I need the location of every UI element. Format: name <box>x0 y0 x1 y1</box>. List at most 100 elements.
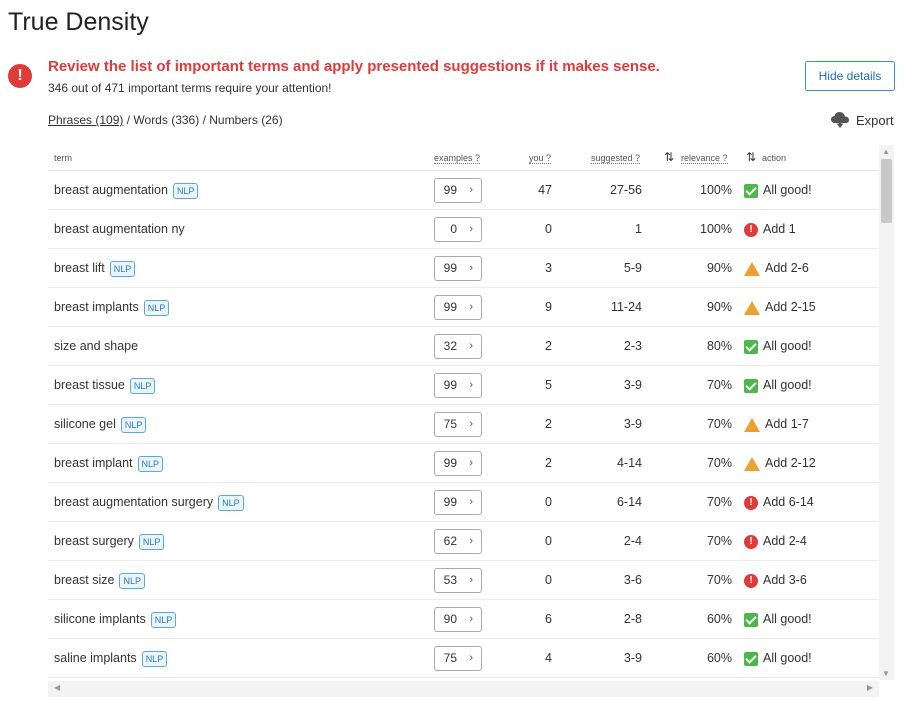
check-icon <box>744 378 758 393</box>
suggested-range: 5-9 <box>623 261 642 275</box>
sort-icon[interactable]: ⇅ <box>664 150 675 164</box>
nlp-badge: NLP <box>172 182 199 199</box>
term-text: breast augmentation surgery <box>54 495 214 509</box>
chevron-right-icon: › <box>469 457 473 469</box>
term-text: breast tissue <box>54 378 125 392</box>
nlp-badge: NLP <box>138 533 165 550</box>
term-cell: breast implant NLP <box>54 444 164 483</box>
examples-button[interactable]: 32 › <box>434 334 482 359</box>
term-type-tabs: Phrases (109) / Words (336) / Numbers (2… <box>48 113 283 127</box>
column-relevance[interactable]: relevance ? <box>681 153 728 164</box>
action-text: All good! <box>763 378 812 392</box>
table-row: silicone implants NLP 90 › 6 2-8 60% All good! <box>48 600 879 639</box>
column-you[interactable]: you ? <box>529 153 552 164</box>
chevron-right-icon: › <box>469 496 473 508</box>
examples-count: 75 <box>443 651 457 665</box>
examples-button[interactable]: 62 › <box>434 529 482 554</box>
relevance-value: 90% <box>706 300 732 314</box>
warning-icon <box>744 456 760 499</box>
you-count: 9 <box>545 300 552 314</box>
you-count: 0 <box>545 222 552 236</box>
relevance-value: 70% <box>706 573 732 587</box>
suggested-range: 2-3 <box>623 339 642 353</box>
check-icon <box>744 612 758 627</box>
column-examples[interactable]: examples ? <box>434 153 481 164</box>
term-cell: breast augmentation surgery NLP <box>54 483 244 522</box>
column-suggested[interactable]: suggested ? <box>591 153 641 164</box>
sort-icon[interactable]: ⇅ <box>746 150 757 164</box>
examples-button[interactable]: 90 › <box>434 607 482 632</box>
nlp-badge: NLP <box>119 572 145 589</box>
action-text: Add 2-4 <box>763 534 807 548</box>
scroll-right-icon[interactable]: ▶ <box>866 683 873 692</box>
examples-button[interactable]: 99 › <box>434 256 482 281</box>
scroll-up-icon[interactable]: ▲ <box>882 147 890 156</box>
tab-words[interactable]: Words (336) <box>133 113 200 127</box>
vertical-scrollbar[interactable]: ▲ ▼ <box>879 145 894 680</box>
relevance-value: 100% <box>700 183 732 197</box>
term-cell: saline implants NLP <box>54 639 168 678</box>
action-cell: All good! <box>744 171 812 210</box>
examples-count: 75 <box>443 417 457 431</box>
warning-icon <box>744 261 760 304</box>
nlp-badge: NLP <box>109 260 136 277</box>
examples-button[interactable]: 53 › <box>434 568 482 593</box>
scroll-left-icon[interactable]: ◀ <box>54 683 61 692</box>
action-cell: ! Add 3-6 <box>744 561 807 600</box>
you-count: 5 <box>545 378 552 392</box>
examples-button[interactable]: 99 › <box>434 178 482 203</box>
scrollbar-thumb[interactable] <box>881 159 892 223</box>
tab-separator: / <box>126 113 131 127</box>
examples-button[interactable]: 0 › <box>434 217 482 242</box>
action-text: Add 2-12 <box>765 456 816 470</box>
action-cell: All good! <box>744 327 812 366</box>
examples-count: 99 <box>443 183 457 197</box>
table-row: breast augmentation NLP 99 › 47 27-56 100% All … <box>48 171 879 210</box>
chevron-right-icon: › <box>469 379 473 391</box>
export-button[interactable]: Export <box>830 111 894 129</box>
examples-count: 53 <box>443 573 457 587</box>
table-row: saline implants NLP 75 › 4 3-9 60% All good! <box>48 639 879 678</box>
you-count: 0 <box>545 495 552 509</box>
relevance-value: 70% <box>706 534 732 548</box>
action-text: All good! <box>763 339 812 353</box>
tab-numbers[interactable]: Numbers (26) <box>209 113 283 127</box>
suggested-range: 3-6 <box>623 573 642 587</box>
chevron-right-icon: › <box>469 613 473 625</box>
examples-count: 90 <box>443 612 457 626</box>
you-count: 4 <box>545 651 552 665</box>
examples-button[interactable]: 99 › <box>434 451 482 476</box>
chevron-right-icon: › <box>469 262 473 274</box>
suggested-range: 27-56 <box>610 183 642 197</box>
examples-button[interactable]: 75 › <box>434 412 482 437</box>
nlp-badge: NLP <box>137 455 164 472</box>
chevron-right-icon: › <box>469 301 473 313</box>
tab-phrases[interactable]: Phrases (109) <box>48 113 124 127</box>
relevance-value: 80% <box>706 339 732 353</box>
horizontal-scrollbar[interactable]: ◀ ▶ <box>48 681 879 697</box>
hide-details-button[interactable]: Hide details <box>805 61 895 91</box>
term-text: breast implant <box>54 456 133 470</box>
examples-count: 62 <box>443 534 457 548</box>
examples-button[interactable]: 99 › <box>434 373 482 398</box>
examples-button[interactable]: 75 › <box>434 646 482 671</box>
alert-circle-icon: ! <box>8 64 32 88</box>
examples-button[interactable]: 99 › <box>434 295 482 320</box>
table-row: breast lift NLP 99 › 3 5-9 90% Add 2-6 <box>48 249 879 304</box>
term-cell: breast augmentation NLP <box>54 171 199 210</box>
action-text: Add 2-6 <box>765 261 809 275</box>
table-row: breast implant NLP 99 › 2 4-14 70% Add 2-12 <box>48 444 879 499</box>
nlp-badge: NLP <box>129 377 156 394</box>
you-count: 3 <box>545 261 552 275</box>
examples-button[interactable]: 99 › <box>434 490 482 515</box>
column-term: term <box>54 153 72 163</box>
term-text: breast augmentation ny <box>54 222 185 236</box>
column-action: action <box>762 153 787 163</box>
nlp-badge: NLP <box>141 650 168 667</box>
suggested-range: 11-24 <box>610 300 642 314</box>
relevance-value: 70% <box>706 378 732 392</box>
action-cell: Add 2-6 <box>744 249 809 304</box>
scroll-down-icon[interactable]: ▼ <box>882 669 890 678</box>
alert-subtitle: 346 out of 471 important terms require y… <box>48 81 332 95</box>
term-text: breast implants <box>54 300 139 314</box>
